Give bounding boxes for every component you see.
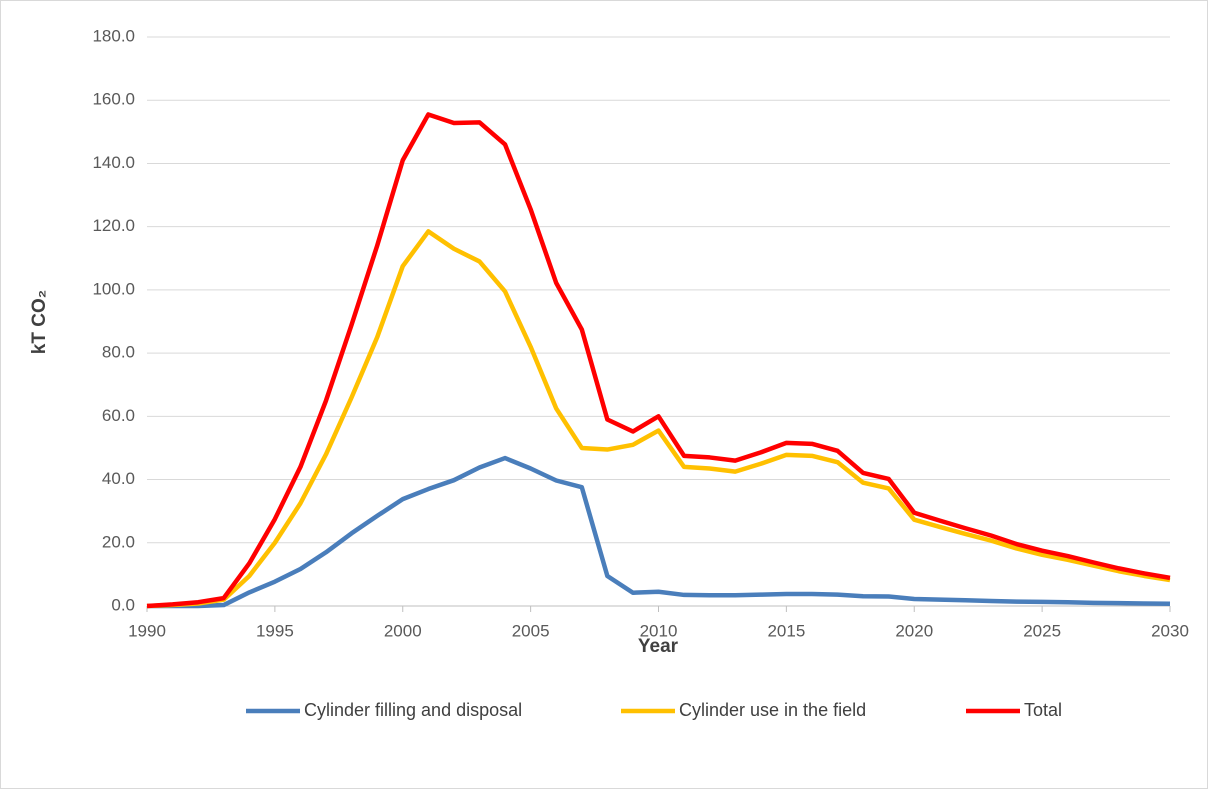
- y-tick-label: 20.0: [102, 532, 135, 551]
- x-axis-title: Year: [638, 636, 679, 657]
- x-tick-label: 2005: [512, 621, 550, 640]
- x-tick-label: 2015: [767, 621, 805, 640]
- series-line: [146, 229, 1171, 609]
- y-tick-label: 160.0: [92, 90, 135, 109]
- x-tick-label: 1990: [128, 621, 166, 640]
- y-tick-label: 80.0: [102, 343, 135, 362]
- y-tick-label: 180.0: [92, 26, 135, 45]
- series-line: [146, 112, 1171, 609]
- y-tick-label: 100.0: [92, 279, 135, 298]
- x-tick-label: 2030: [1151, 621, 1189, 640]
- x-tick-label: 2010: [640, 621, 678, 640]
- x-tick-label: 2000: [384, 621, 422, 640]
- y-tick-label: 120.0: [92, 216, 135, 235]
- legend-label: Cylinder use in the field: [679, 700, 866, 720]
- y-tick-label: 60.0: [102, 406, 135, 425]
- x-tick-label: 2025: [1023, 621, 1061, 640]
- legend-label: Total: [1024, 700, 1062, 720]
- legend-label: Cylinder filling and disposal: [304, 700, 522, 720]
- y-tick-label: 140.0: [92, 153, 135, 172]
- y-tick-label: 40.0: [102, 469, 135, 488]
- y-axis-title: kT CO₂: [29, 290, 50, 354]
- series-line: [147, 455, 1171, 609]
- y-tick-label: 0.0: [111, 595, 135, 614]
- x-tick-label: 2020: [895, 621, 933, 640]
- x-tick-label: 1995: [256, 621, 294, 640]
